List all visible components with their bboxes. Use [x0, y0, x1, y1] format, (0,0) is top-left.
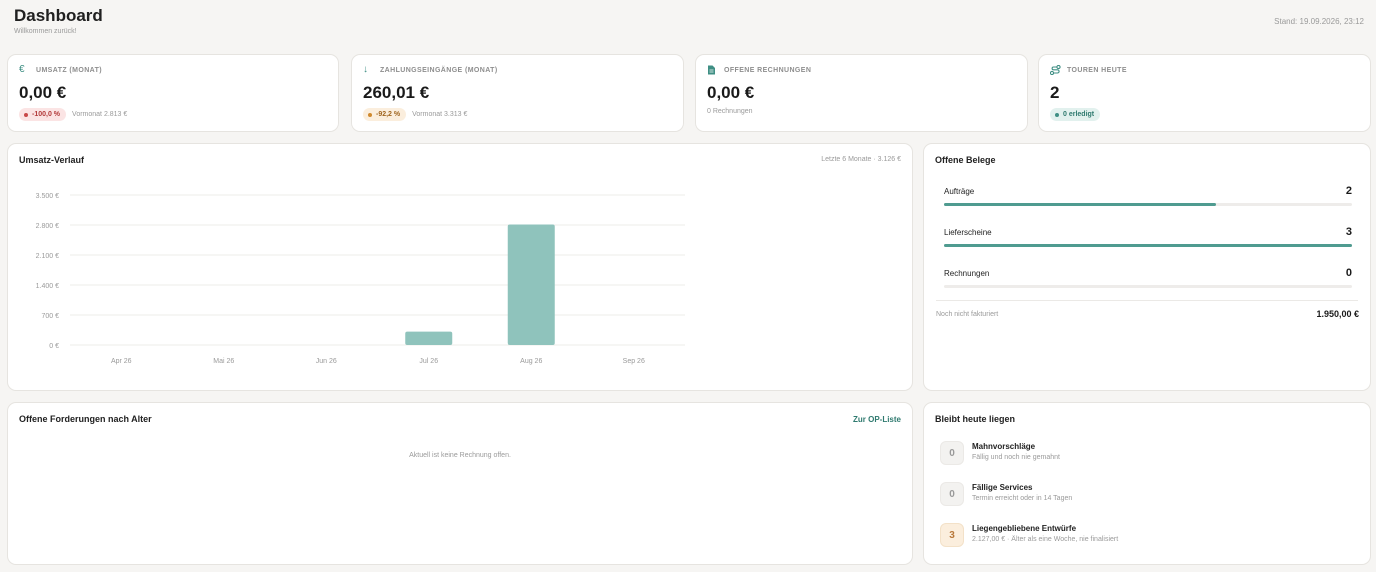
beleg-label: Lieferscheine [944, 228, 992, 237]
empty-state: Aktuell ist keine Rechnung offen. [409, 452, 511, 459]
todo-entwuerfe[interactable]: 3 Liegengebliebene Entwürfe 2.127,00 € ·… [940, 523, 1354, 549]
offene-forderungen-card: Offene Forderungen nach Alter Zur OP-Lis… [7, 402, 913, 565]
beleg-count: 0 [1345, 267, 1352, 279]
y-tick-label: 700 € [41, 313, 59, 320]
count-badge: 3 [940, 523, 964, 547]
todo-title: Mahnvorschläge [972, 442, 1036, 451]
stand-timestamp: Stand: 19.09.2026, 23:12 [1274, 17, 1364, 26]
kpi-value: 2 [1050, 83, 1060, 102]
progress-fill [944, 203, 1217, 206]
progress-track [944, 285, 1352, 288]
card-title: Bleibt heute liegen [935, 414, 1016, 424]
bar [507, 224, 555, 345]
kpi-card-touren[interactable]: TOUREN HEUTE 2 0 erledigt [1038, 54, 1371, 132]
op-list-link[interactable]: Zur OP-Liste [852, 415, 901, 424]
y-tick-label: 2.100 € [36, 253, 59, 260]
kpi-value: 260,01 € [363, 83, 430, 102]
todo-faellige-services[interactable]: 0 Fällige Services Termin erreicht oder … [940, 482, 1354, 508]
nicht-fakturiert-label: Noch nicht fakturiert [936, 311, 999, 318]
y-tick-label: 0 € [49, 343, 59, 350]
page-title: Dashboard [14, 6, 103, 25]
x-tick-label: Mai 26 [213, 358, 234, 365]
y-tick-label: 1.400 € [36, 283, 59, 290]
revenue-bar-chart: 0 € 700 € 1.400 € 2.100 € 2.800 € 3.500 € Apr … [36, 193, 685, 365]
trend-badge: -100,0 % [19, 108, 67, 121]
status-badge: 0 erledigt [1050, 108, 1101, 121]
beleg-count: 2 [1345, 185, 1352, 197]
beleg-row-lieferscheine[interactable]: Lieferscheine 3 [944, 226, 1352, 248]
card-title: Offene Belege [935, 155, 996, 165]
todo-subtitle: Termin erreicht oder in 14 Tagen [972, 495, 1073, 502]
x-tick-label: Jun 26 [316, 358, 337, 365]
card-title: Umsatz-Verlauf [19, 155, 85, 165]
todo-subtitle: 2.127,00 € · Älter als eine Woche, nie f… [972, 536, 1119, 543]
arrow-down-icon: ↓ [363, 64, 368, 75]
kpi-value: 0,00 € [19, 83, 67, 102]
progress-fill [944, 244, 1352, 247]
kpi-card-umsatz[interactable]: € UMSATZ (MONAT) 0,00 € -100,0 % Vormona… [7, 54, 339, 132]
card-meta: Letzte 6 Monate · 3.126 € [821, 156, 901, 163]
todo-title: Liegengebliebene Entwürfe [972, 524, 1077, 533]
x-tick-label: Jul 26 [419, 358, 438, 365]
x-tick-label: Aug 26 [520, 358, 542, 365]
todo-mahnvorschlaege[interactable]: 0 Mahnvorschläge Fällig und noch nie gem… [940, 441, 1354, 467]
count-badge: 0 [940, 482, 964, 506]
kpi-label: TOUREN HEUTE [1067, 67, 1127, 74]
beleg-label: Aufträge [944, 187, 975, 196]
y-tick-label: 3.500 € [36, 193, 59, 200]
kpi-value: 0,00 € [707, 83, 755, 102]
revenue-chart-card: Umsatz-Verlauf Letzte 6 Monate · 3.126 €… [7, 143, 913, 391]
bleibt-liegen-card: Bleibt heute liegen 0 Mahnvorschläge Fäl… [923, 402, 1371, 565]
nicht-fakturiert-value: 1.950,00 € [1316, 309, 1359, 319]
kpi-note: 0 Rechnungen [707, 108, 753, 115]
trend-badge: -92,2 % [363, 108, 407, 121]
kpi-label: ZAHLUNGSEINGÄNGE (MONAT) [380, 67, 498, 74]
bar [405, 331, 453, 345]
beleg-row-auftraege[interactable]: Aufträge 2 [944, 185, 1352, 207]
beleg-label: Rechnungen [944, 269, 990, 278]
kpi-label: UMSATZ (MONAT) [36, 67, 102, 74]
kpi-note: Vormonat 2.813 € [72, 111, 128, 118]
kpi-label: OFFENE RECHNUNGEN [724, 67, 812, 74]
y-tick-label: 2.800 € [36, 223, 59, 230]
kpi-card-offene-rechnungen[interactable]: OFFENE RECHNUNGEN 0,00 € 0 Rechnungen [695, 54, 1028, 132]
document-icon [707, 65, 716, 78]
page-subtitle: Willkommen zurück! [14, 28, 77, 35]
x-tick-label: Apr 26 [111, 358, 132, 365]
progress-track [944, 244, 1352, 247]
todo-title: Fällige Services [972, 483, 1033, 492]
kpi-note: Vormonat 3.313 € [412, 111, 468, 118]
progress-track [944, 203, 1352, 206]
x-tick-label: Sep 26 [623, 358, 645, 365]
beleg-row-rechnungen[interactable]: Rechnungen 0 [944, 267, 1352, 289]
euro-icon: € [19, 64, 25, 75]
todo-subtitle: Fällig und noch nie gemahnt [972, 454, 1060, 461]
count-badge: 0 [940, 441, 964, 465]
offene-belege-card: Offene Belege Aufträge 2 Lieferscheine 3… [923, 143, 1371, 391]
divider [936, 300, 1358, 301]
card-title: Offene Forderungen nach Alter [19, 414, 152, 424]
route-icon [1049, 64, 1061, 78]
beleg-count: 3 [1345, 226, 1352, 238]
kpi-card-zahlungseingaenge[interactable]: ↓ ZAHLUNGSEINGÄNGE (MONAT) 260,01 € -92,… [351, 54, 684, 132]
